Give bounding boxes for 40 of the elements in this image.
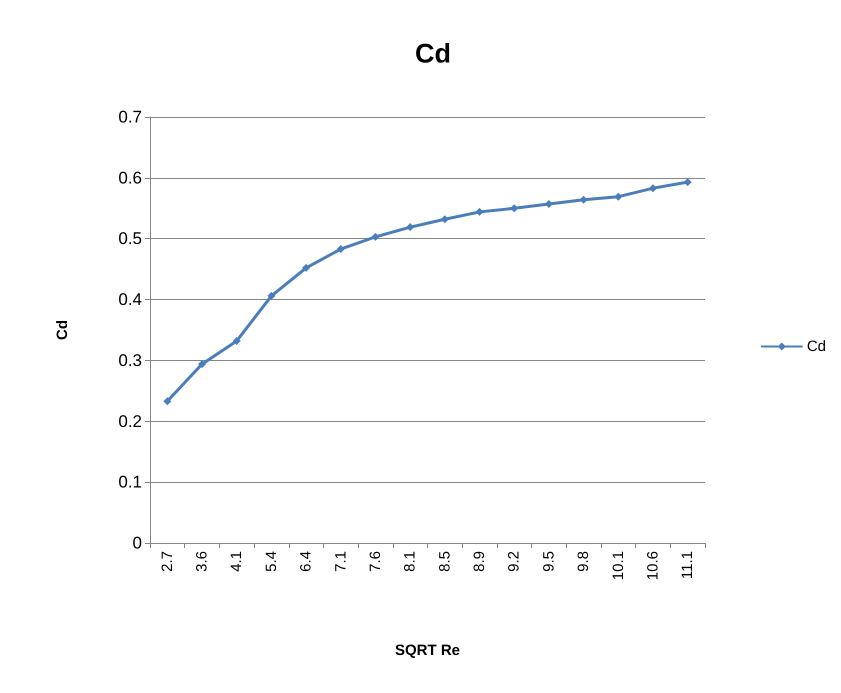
y-tick-label: 0.2 xyxy=(118,412,142,431)
x-tick-label: 6.4 xyxy=(298,551,315,572)
x-tick-label: 7.6 xyxy=(366,551,384,572)
y-axis-title: Cd xyxy=(54,320,71,340)
legend-label: Cd xyxy=(806,338,826,355)
y-tick-label: 0.5 xyxy=(118,229,142,248)
point xyxy=(163,397,172,406)
x-tick-label: 5.4 xyxy=(262,551,280,572)
point xyxy=(198,360,206,368)
point xyxy=(336,245,345,254)
point xyxy=(684,178,692,186)
y-tick-label: 0.3 xyxy=(118,350,142,370)
point xyxy=(267,292,276,300)
y-tick-label: 0.4 xyxy=(118,290,142,310)
x-tick-label: 9.5 xyxy=(540,551,558,572)
x-axis-title: SQRT Re xyxy=(394,642,460,659)
x-tick-label: 8.9 xyxy=(471,551,488,572)
point xyxy=(232,336,241,345)
x-tick-label: 8.5 xyxy=(436,551,454,572)
x-tick-label: 4.1 xyxy=(228,551,246,572)
point xyxy=(302,264,310,272)
y-tick-label: 0.7 xyxy=(118,108,142,126)
y-tick-label: 0.1 xyxy=(118,472,142,492)
y-tick-label: 0 xyxy=(132,534,142,552)
x-tick-label: 10.6 xyxy=(644,551,662,580)
x-tick-label: 3.6 xyxy=(194,551,211,572)
chart-title: Cd xyxy=(415,38,451,68)
x-tick-label: 2.7 xyxy=(158,551,176,572)
x-tick-label: 11.1 xyxy=(679,551,696,580)
x-tick-label: 10.1 xyxy=(610,551,627,580)
point xyxy=(371,232,380,241)
point xyxy=(406,223,414,232)
x-tick-label: 9.8 xyxy=(575,551,592,572)
y-tick-label: 0.6 xyxy=(118,168,142,188)
x-tick-label: 9.2 xyxy=(506,551,523,572)
x-tick-label: 8.1 xyxy=(402,551,419,572)
point xyxy=(510,204,518,212)
point xyxy=(440,215,449,224)
point xyxy=(648,184,657,192)
x-tick-label: 7.1 xyxy=(332,551,350,572)
